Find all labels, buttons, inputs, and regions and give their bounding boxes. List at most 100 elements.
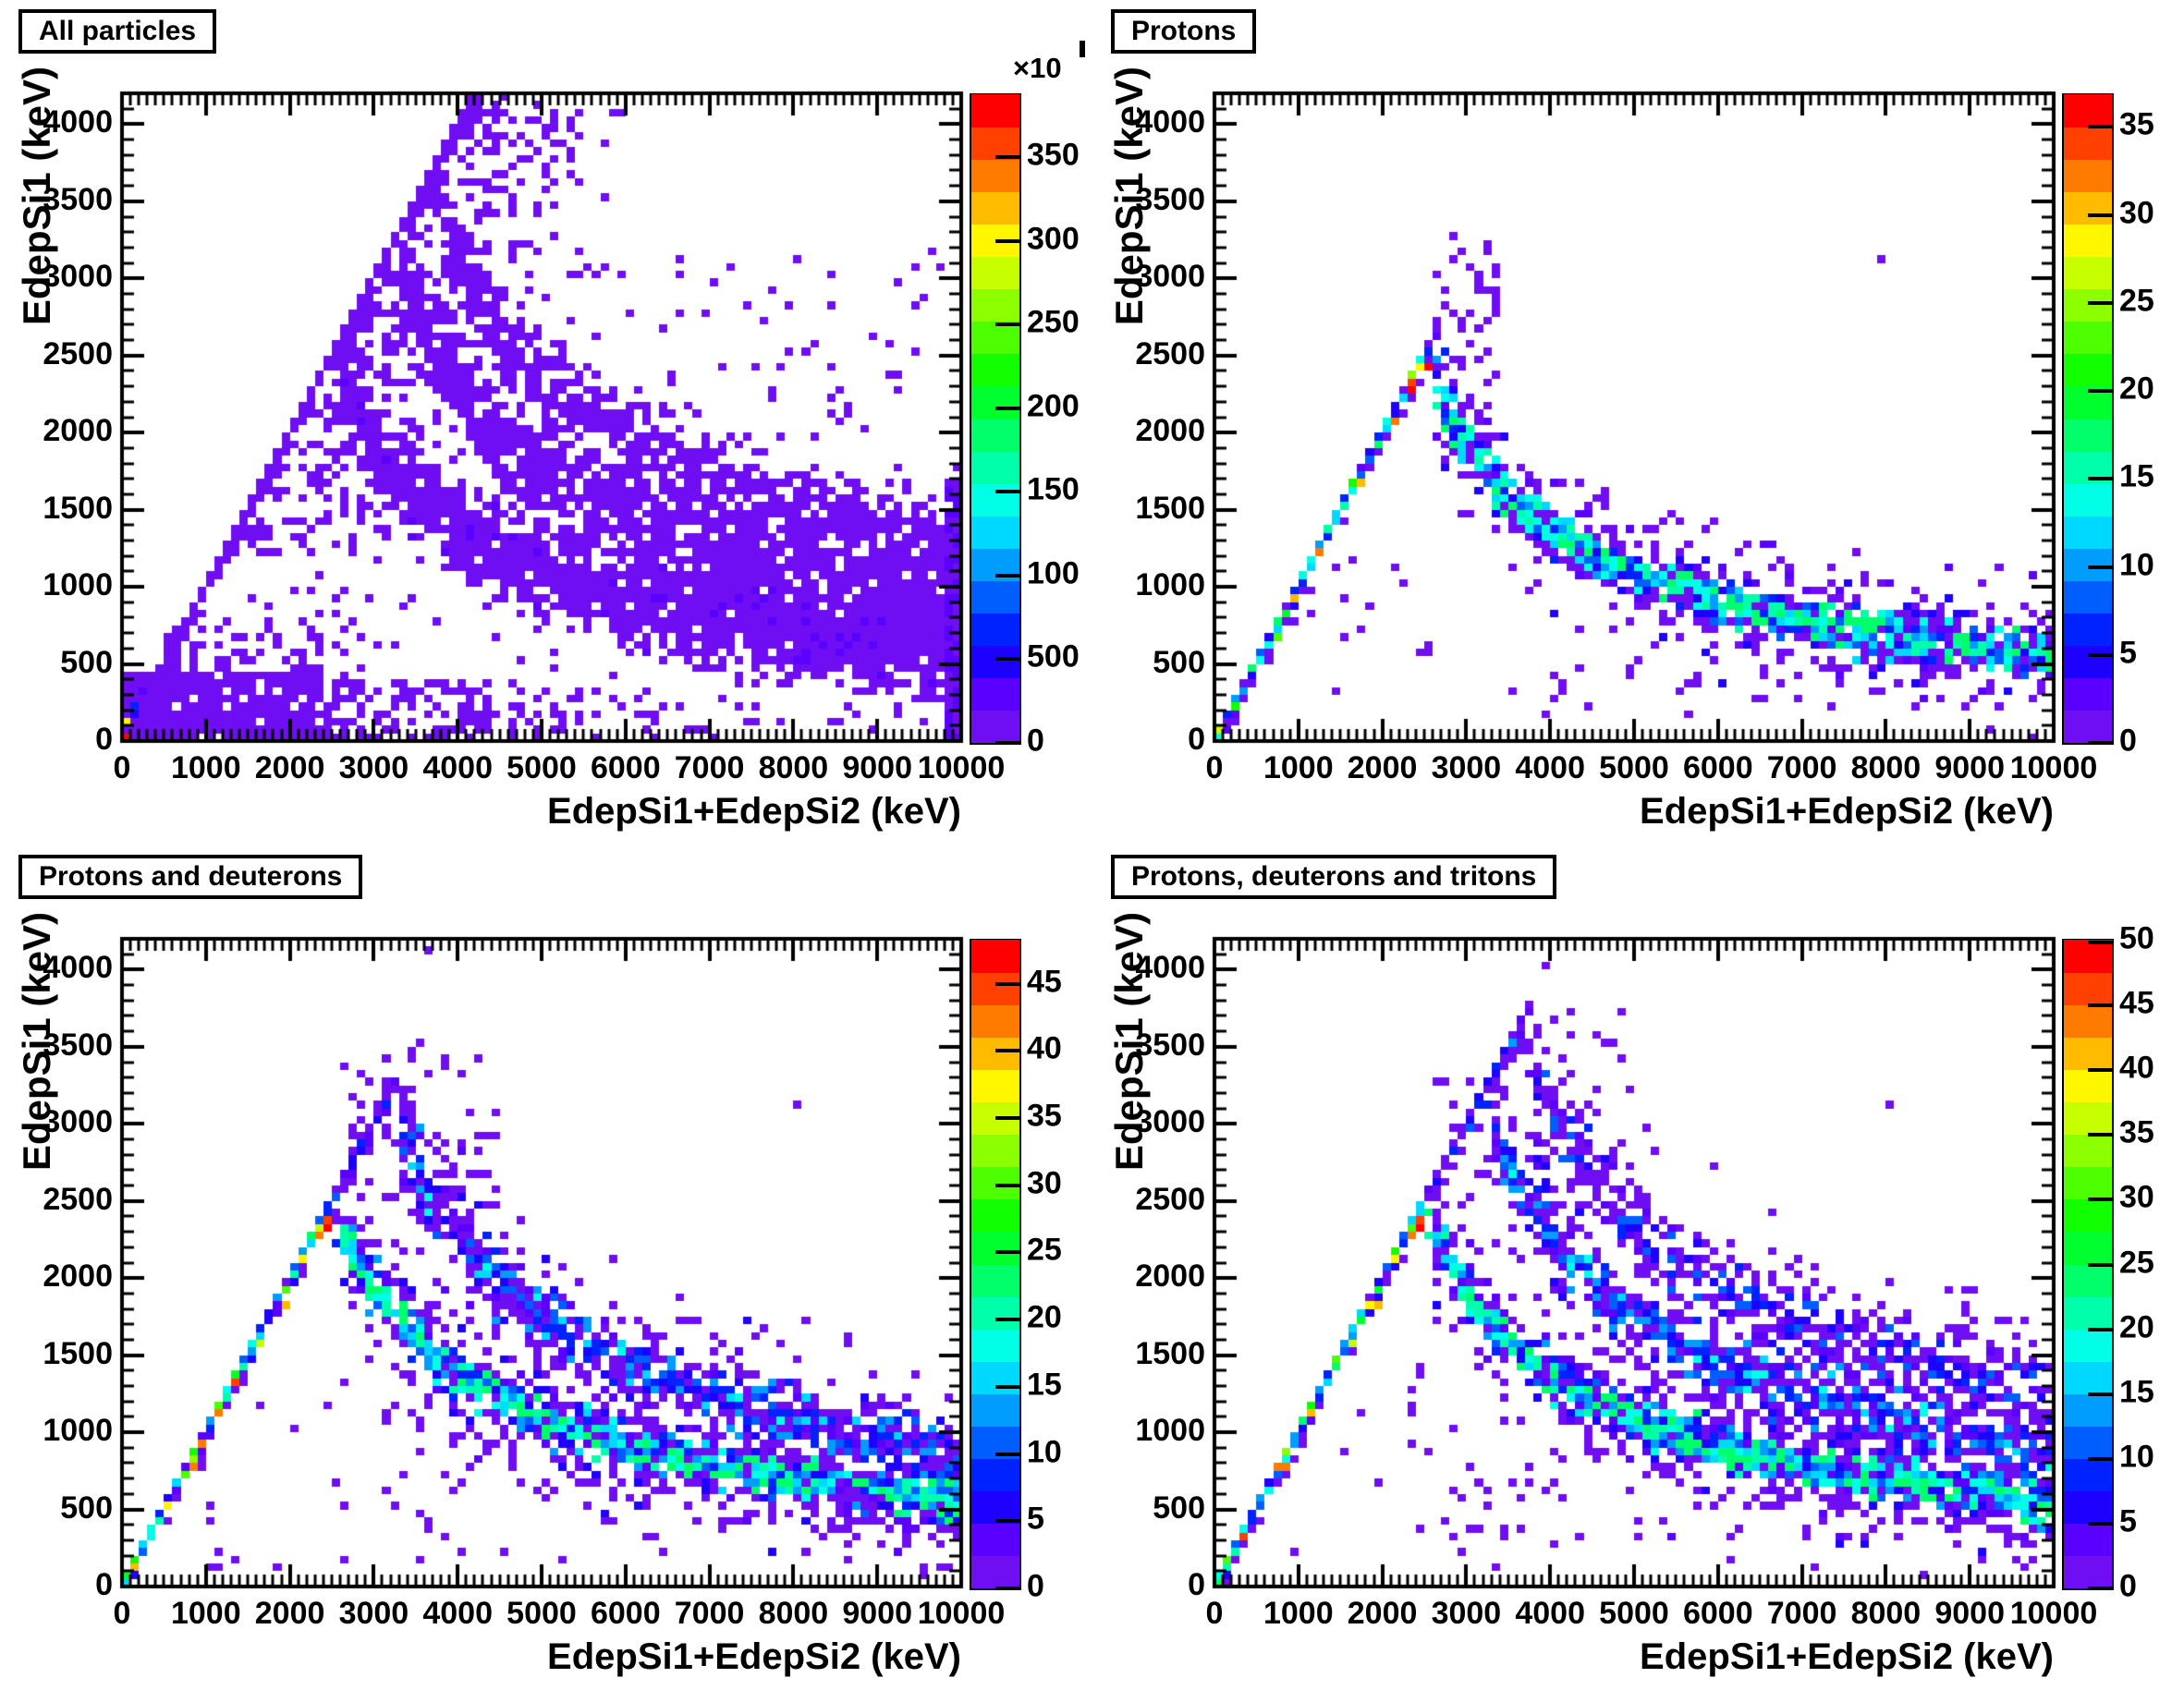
palette-color-swatch <box>2064 1101 2112 1136</box>
color-scale-tick-label: 0 <box>1027 723 1044 759</box>
color-scale-tick <box>995 981 1019 986</box>
color-scale-tick <box>995 1250 1019 1255</box>
color-scale-tick <box>995 238 1019 243</box>
palette-color-swatch <box>971 353 1019 387</box>
palette-color-swatch <box>2064 159 2112 193</box>
color-scale-tick-label: 20 <box>2119 1309 2154 1345</box>
color-scale-tick <box>2088 1068 2112 1073</box>
color-scale-tick-label: 250 <box>1027 304 1080 340</box>
palette-color-swatch <box>971 1458 1019 1491</box>
color-scale-tick-label: 30 <box>1027 1165 1062 1201</box>
palette-color-swatch <box>971 645 1019 678</box>
y-tick-label: 1000 <box>43 1413 113 1449</box>
color-scale-tick <box>995 1587 1019 1590</box>
color-scale-tick-label: 5 <box>2119 635 2137 671</box>
x-tick-label: 10000 <box>2009 750 2098 785</box>
x-tick-label: 0 <box>113 750 131 785</box>
color-scale-tick-label: 40 <box>2119 1050 2154 1086</box>
x-axis-title: EdepSi1+EdepSi2 (keV) <box>1640 1636 2054 1677</box>
palette-color-swatch <box>2064 1134 2112 1168</box>
x-axis-title: EdepSi1+EdepSi2 (keV) <box>547 1636 961 1677</box>
x-tick-label: 8000 <box>758 1596 829 1631</box>
color-scale-tick-label: 45 <box>1027 964 1062 1000</box>
palette-color-swatch <box>2064 1426 2112 1459</box>
x-tick-label: 5000 <box>1599 750 1669 785</box>
palette-color-swatch <box>971 1069 1019 1103</box>
color-scale-tick <box>2088 213 2112 217</box>
panel-title-all-particles: All particles <box>18 9 217 54</box>
y-tick-label: 500 <box>1153 1489 1205 1526</box>
x-tick-label: 2000 <box>254 750 325 785</box>
x-tick-label: 4000 <box>422 1596 493 1631</box>
y-tick-label: 3000 <box>43 259 113 295</box>
y-tick-label: 2000 <box>43 413 113 449</box>
color-scale-tick-label: 35 <box>2119 1114 2154 1150</box>
color-scale-tick <box>995 490 1019 494</box>
color-scale-tick-label: 300 <box>1027 221 1080 257</box>
x-tick-label: 5000 <box>506 1596 577 1631</box>
x-tick-label: 7000 <box>1766 1596 1837 1631</box>
histogram-canvas-protons-deuterons-tritons <box>1092 845 2184 1690</box>
palette-color-swatch <box>971 940 1019 974</box>
palette-color-swatch <box>971 1198 1019 1233</box>
palette-color-swatch <box>2064 1555 2112 1588</box>
x-tick-label: 8000 <box>758 750 829 785</box>
color-scale-tick <box>995 1384 1019 1389</box>
palette-color-swatch <box>971 972 1019 1006</box>
x-tick-label: 0 <box>1205 1596 1224 1631</box>
palette-color-swatch <box>2064 1393 2112 1427</box>
x-tick-label: 3000 <box>1431 750 1502 785</box>
x-tick-label: 6000 <box>590 1596 661 1631</box>
color-scale-bar <box>2062 939 2114 1590</box>
x-tick-label: 1000 <box>1263 750 1334 785</box>
palette-color-swatch <box>2064 191 2112 225</box>
y-tick-label: 2500 <box>43 335 113 371</box>
color-scale-tick <box>2088 1262 2112 1267</box>
color-scale-tick <box>995 322 1019 327</box>
color-scale-tick-label: 10 <box>2119 547 2154 582</box>
palette-color-swatch <box>2064 1523 2112 1556</box>
x-tick-label: 9000 <box>842 750 912 785</box>
palette-color-swatch <box>2064 1490 2112 1524</box>
y-tick-label: 1000 <box>43 567 113 603</box>
y-tick-label: 4000 <box>1135 950 1205 986</box>
x-tick-label: 3000 <box>1431 1596 1502 1631</box>
color-scale-tick <box>995 1519 1019 1524</box>
color-scale-tick-label: 40 <box>1027 1030 1062 1066</box>
color-scale-tick <box>995 1183 1019 1187</box>
palette-color-swatch <box>2064 940 2112 974</box>
color-scale-tick-label: 100 <box>1027 555 1080 591</box>
palette-color-swatch <box>2064 1198 2112 1233</box>
palette-color-swatch <box>971 1231 1019 1265</box>
color-scale-bar <box>970 939 1021 1590</box>
color-scale-tick-label: 0 <box>1027 1568 1044 1604</box>
palette-color-swatch <box>971 191 1019 225</box>
x-tick-label: 2000 <box>1347 750 1418 785</box>
color-scale-tick-label: 30 <box>2119 195 2154 231</box>
panel-protons-deuterons: Protons and deuterons EdepSi1+EdepSi2 (ke… <box>0 845 1092 1690</box>
color-scale-tick <box>2088 1327 2112 1331</box>
palette-color-swatch <box>971 450 1019 484</box>
palette-color-swatch <box>971 1037 1019 1071</box>
color-scale-tick-label: 45 <box>2119 985 2154 1021</box>
x-tick-label: 6000 <box>590 750 661 785</box>
x-tick-label: 3000 <box>338 750 409 785</box>
color-scale-tick <box>995 155 1019 160</box>
y-tick-label: 1500 <box>43 1335 113 1371</box>
color-scale-bar <box>2062 93 2114 745</box>
color-scale-tick <box>995 1115 1019 1120</box>
palette-color-swatch <box>971 127 1019 161</box>
color-scale-tick-label: 500 <box>1027 638 1080 675</box>
exponent-superscript-clipped <box>1080 41 1085 57</box>
x-tick-label: 4000 <box>422 750 493 785</box>
color-scale-tick <box>995 657 1019 662</box>
palette-color-swatch <box>2064 1069 2112 1103</box>
color-scale-tick <box>2088 741 2112 745</box>
x-tick-label: 8000 <box>1850 1596 1922 1631</box>
palette-color-swatch <box>971 1166 1019 1200</box>
panel-protons: Protons EdepSi1+EdepSi2 (keV) EdepSi1 (keV… <box>1092 0 2184 845</box>
palette-color-swatch <box>2064 483 2112 517</box>
palette-color-swatch <box>971 580 1019 614</box>
x-tick-label: 2000 <box>254 1596 325 1631</box>
